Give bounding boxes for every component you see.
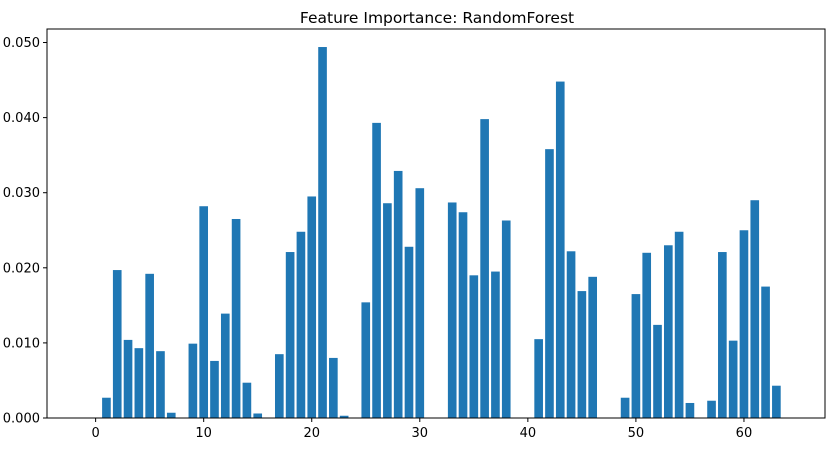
- bar-feature-19: [296, 231, 306, 418]
- bar-feature-25: [361, 302, 371, 418]
- y-tick-label: 0.000: [3, 412, 40, 427]
- x-tick-label: 20: [303, 426, 320, 441]
- bar-feature-15: [253, 413, 263, 418]
- bar-feature-37: [491, 271, 500, 418]
- bar-feature-28: [393, 170, 403, 418]
- bar-feature-57: [707, 400, 716, 418]
- bar-feature-12: [220, 313, 230, 418]
- bar-feature-3: [123, 339, 133, 418]
- bar-feature-6: [156, 351, 165, 418]
- bar-feature-27: [383, 203, 392, 418]
- bar-feature-5: [145, 273, 154, 418]
- y-tick-label: 0.010: [3, 336, 40, 351]
- x-tick-label: 10: [195, 426, 212, 441]
- bar-feature-23: [339, 415, 349, 418]
- bar-feature-26: [372, 122, 381, 418]
- bar-feature-1: [102, 397, 111, 418]
- x-tick-label: 60: [736, 426, 753, 441]
- bar-feature-46: [588, 276, 598, 418]
- bar-feature-36: [480, 119, 489, 418]
- bar-feature-60: [739, 230, 749, 418]
- bar-feature-9: [188, 343, 198, 418]
- bar-feature-62: [761, 286, 770, 418]
- bar-feature-38: [501, 220, 511, 418]
- bar-feature-29: [404, 246, 414, 418]
- bar-feature-55: [685, 402, 695, 418]
- bar-feature-45: [577, 291, 587, 418]
- bar-feature-49: [620, 397, 630, 418]
- bar-feature-63: [772, 385, 781, 418]
- bar-feature-13: [231, 218, 241, 418]
- bar-feature-61: [750, 200, 760, 418]
- bar-feature-51: [642, 252, 652, 418]
- bar-feature-33: [447, 202, 457, 418]
- bar-feature-22: [329, 357, 338, 418]
- x-tick-label: 30: [412, 426, 429, 441]
- bar-feature-14: [242, 382, 252, 418]
- bar-feature-52: [653, 324, 662, 418]
- bar-feature-34: [458, 212, 468, 418]
- x-tick-label: 50: [628, 426, 645, 441]
- bar-feature-41: [534, 339, 543, 418]
- bar-feature-53: [663, 245, 673, 418]
- y-tick-label: 0.030: [3, 186, 40, 201]
- bar-feature-44: [566, 251, 576, 418]
- bar-feature-17: [274, 354, 284, 418]
- bar-feature-2: [112, 270, 122, 418]
- bar-feature-43: [555, 81, 565, 418]
- x-tick-label: 0: [91, 426, 99, 441]
- bar-feature-30: [415, 188, 425, 418]
- y-tick-label: 0.040: [3, 111, 40, 126]
- y-tick-label: 0.050: [3, 36, 40, 51]
- bar-feature-7: [166, 412, 176, 418]
- x-tick-label: 40: [520, 426, 537, 441]
- bar-feature-50: [631, 294, 641, 418]
- plot-frame: [46, 28, 826, 419]
- bar-feature-11: [210, 360, 219, 418]
- bar-feature-42: [545, 149, 554, 419]
- x-axis: 0 10 20 30 40 50 60: [91, 418, 752, 441]
- bar-feature-20: [307, 196, 317, 418]
- bar-feature-18: [285, 252, 295, 418]
- bar-feature-4: [134, 348, 144, 418]
- chart-title: Feature Importance: RandomForest: [300, 9, 574, 27]
- bar-feature-35: [469, 275, 479, 418]
- bar-feature-58: [718, 252, 727, 418]
- bar-feature-54: [674, 231, 684, 418]
- bar-feature-10: [199, 206, 209, 418]
- bars-group: [102, 47, 781, 419]
- y-axis: 0.000 0.010 0.020 0.030 0.040 0.050: [3, 36, 47, 427]
- y-tick-label: 0.020: [3, 261, 40, 276]
- bar-feature-21: [318, 47, 327, 419]
- bar-feature-59: [728, 340, 738, 418]
